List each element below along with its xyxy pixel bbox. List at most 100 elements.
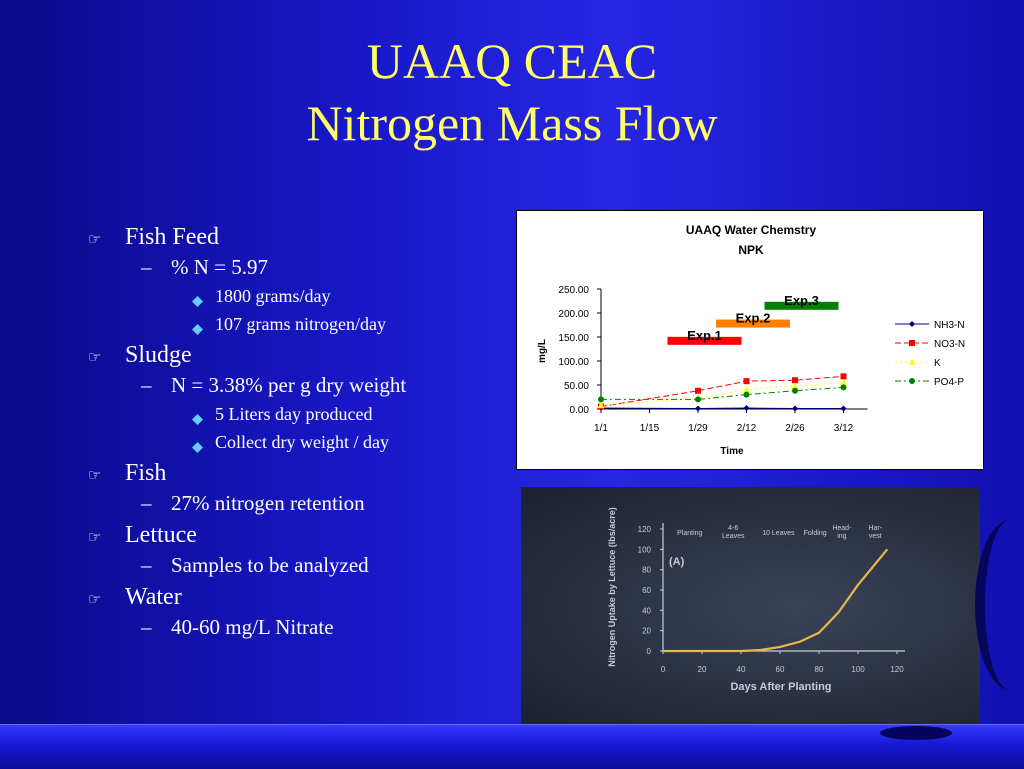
water-chemistry-chart-svg: UAAQ Water ChemstryNPK0.0050.00100.00150… bbox=[517, 211, 985, 471]
x-tick-label: 60 bbox=[776, 665, 785, 674]
y-tick-label: 200.00 bbox=[558, 309, 589, 320]
y-tick-label: 60 bbox=[642, 586, 651, 595]
chart-title: UAAQ Water Chemstry bbox=[686, 223, 817, 237]
bullet-text: Fish bbox=[125, 460, 166, 486]
panel-label: (A) bbox=[669, 556, 685, 568]
dash-bullet: – bbox=[141, 372, 152, 399]
data-point bbox=[909, 378, 915, 384]
experiment-label: Exp.2 bbox=[736, 311, 771, 326]
dash-bullet: – bbox=[141, 254, 152, 281]
bullet-text: 40-60 mg/L Nitrate bbox=[171, 615, 334, 639]
y-axis-label: mg/L bbox=[537, 339, 548, 363]
x-tick-label: 2/26 bbox=[785, 423, 805, 434]
pointing-hand-icon: ☞ bbox=[88, 225, 101, 255]
stage-label-line: 4-6 bbox=[728, 525, 738, 532]
bullet-level1: ☞ Fish Feed bbox=[88, 222, 508, 254]
bullet-text: Water bbox=[125, 584, 182, 610]
stage-label: 10 Leaves bbox=[762, 530, 795, 537]
data-point bbox=[792, 406, 798, 412]
y-tick-label: 40 bbox=[642, 606, 651, 615]
chart-subtitle: NPK bbox=[738, 243, 764, 257]
experiment-label: Exp.3 bbox=[784, 293, 819, 308]
uptake-curve bbox=[663, 549, 887, 651]
data-point bbox=[841, 384, 847, 390]
dash-bullet: – bbox=[141, 490, 152, 517]
y-tick-label: 0 bbox=[647, 647, 652, 656]
series-line bbox=[601, 383, 844, 406]
legend-label: NH3-N bbox=[934, 320, 965, 331]
legend-entry: K bbox=[895, 358, 941, 369]
x-tick-label: 1/29 bbox=[688, 423, 708, 434]
bullet-text: Samples to be analyzed bbox=[171, 553, 369, 577]
series-line bbox=[601, 387, 844, 399]
data-point bbox=[909, 359, 916, 366]
legend-label: NO3-N bbox=[934, 339, 965, 350]
data-point bbox=[598, 396, 604, 402]
stage-label-line: vest bbox=[869, 533, 882, 540]
x-tick-label: 100 bbox=[851, 665, 865, 674]
pointing-hand-icon: ☞ bbox=[88, 585, 101, 615]
bottom-swoosh bbox=[880, 726, 952, 740]
bullet-text: 27% nitrogen retention bbox=[171, 491, 365, 515]
bullet-text: N = 3.38% per g dry weight bbox=[171, 373, 406, 397]
title-line-1: UAAQ CEAC bbox=[0, 30, 1024, 92]
stage-label-line: ing bbox=[837, 533, 846, 540]
bullet-text: 107 grams nitrogen/day bbox=[215, 314, 386, 334]
x-axis-label: Days After Planting bbox=[730, 681, 831, 693]
stage-label-line: Har- bbox=[868, 525, 882, 532]
x-tick-label: 1/1 bbox=[594, 423, 608, 434]
decorative-arc bbox=[975, 520, 1024, 690]
bullet-level2: –Samples to be analyzed bbox=[88, 552, 508, 582]
x-tick-label: 120 bbox=[890, 665, 904, 674]
bullet-level1: ☞Sludge bbox=[88, 340, 508, 372]
bullet-level1: ☞ Water bbox=[88, 582, 508, 614]
series-po4-p bbox=[598, 384, 847, 402]
x-tick-label: 40 bbox=[737, 665, 746, 674]
data-point bbox=[744, 392, 750, 398]
x-tick-label: 0 bbox=[661, 665, 666, 674]
stage-label: Planting bbox=[677, 530, 702, 537]
stage-label: Folding bbox=[804, 530, 827, 537]
diamond-icon bbox=[192, 317, 203, 328]
legend-entry: PO4-P bbox=[895, 377, 964, 388]
data-point bbox=[695, 406, 701, 412]
data-point bbox=[792, 377, 798, 383]
series-no3-n bbox=[598, 373, 847, 409]
title-line-2: Nitrogen Mass Flow bbox=[0, 92, 1024, 154]
bullet-level2: –27% nitrogen retention bbox=[88, 490, 508, 520]
slide-title: UAAQ CEAC Nitrogen Mass Flow bbox=[0, 30, 1024, 154]
data-point bbox=[909, 340, 915, 346]
x-tick-label: 20 bbox=[698, 665, 707, 674]
legend-entry: NO3-N bbox=[895, 339, 965, 350]
diamond-icon bbox=[192, 407, 203, 418]
bullet-level3: 1800 grams/day bbox=[88, 284, 508, 312]
bullet-text: 5 Liters day produced bbox=[215, 404, 372, 424]
y-tick-label: 100.00 bbox=[558, 357, 589, 368]
data-point bbox=[841, 373, 847, 379]
bullet-text: Sludge bbox=[125, 342, 192, 368]
bullet-text: Collect dry weight / day bbox=[215, 432, 389, 452]
data-point bbox=[744, 405, 750, 411]
y-tick-label: 100 bbox=[638, 545, 652, 554]
y-axis-label: Nitrogen Uptake by Lettuce (lbs/acre) bbox=[607, 507, 617, 667]
bullet-text: 1800 grams/day bbox=[215, 286, 330, 306]
stage-label: Head-ing bbox=[832, 525, 852, 540]
data-point bbox=[744, 378, 750, 384]
legend-entry: NH3-N bbox=[895, 320, 965, 331]
x-tick-label: 3/12 bbox=[834, 423, 854, 434]
legend-label: K bbox=[934, 358, 941, 369]
series-k bbox=[598, 379, 848, 408]
bullet-text: % N = 5.97 bbox=[171, 255, 268, 279]
bullet-text: Lettuce bbox=[125, 522, 197, 548]
diamond-icon bbox=[192, 289, 203, 300]
bullet-text: Fish Feed bbox=[125, 224, 219, 250]
bottom-bar bbox=[0, 724, 1024, 769]
data-point bbox=[909, 321, 915, 327]
bullet-level3: 5 Liters day produced bbox=[88, 402, 508, 430]
series-line bbox=[601, 376, 844, 406]
data-point bbox=[841, 406, 847, 412]
